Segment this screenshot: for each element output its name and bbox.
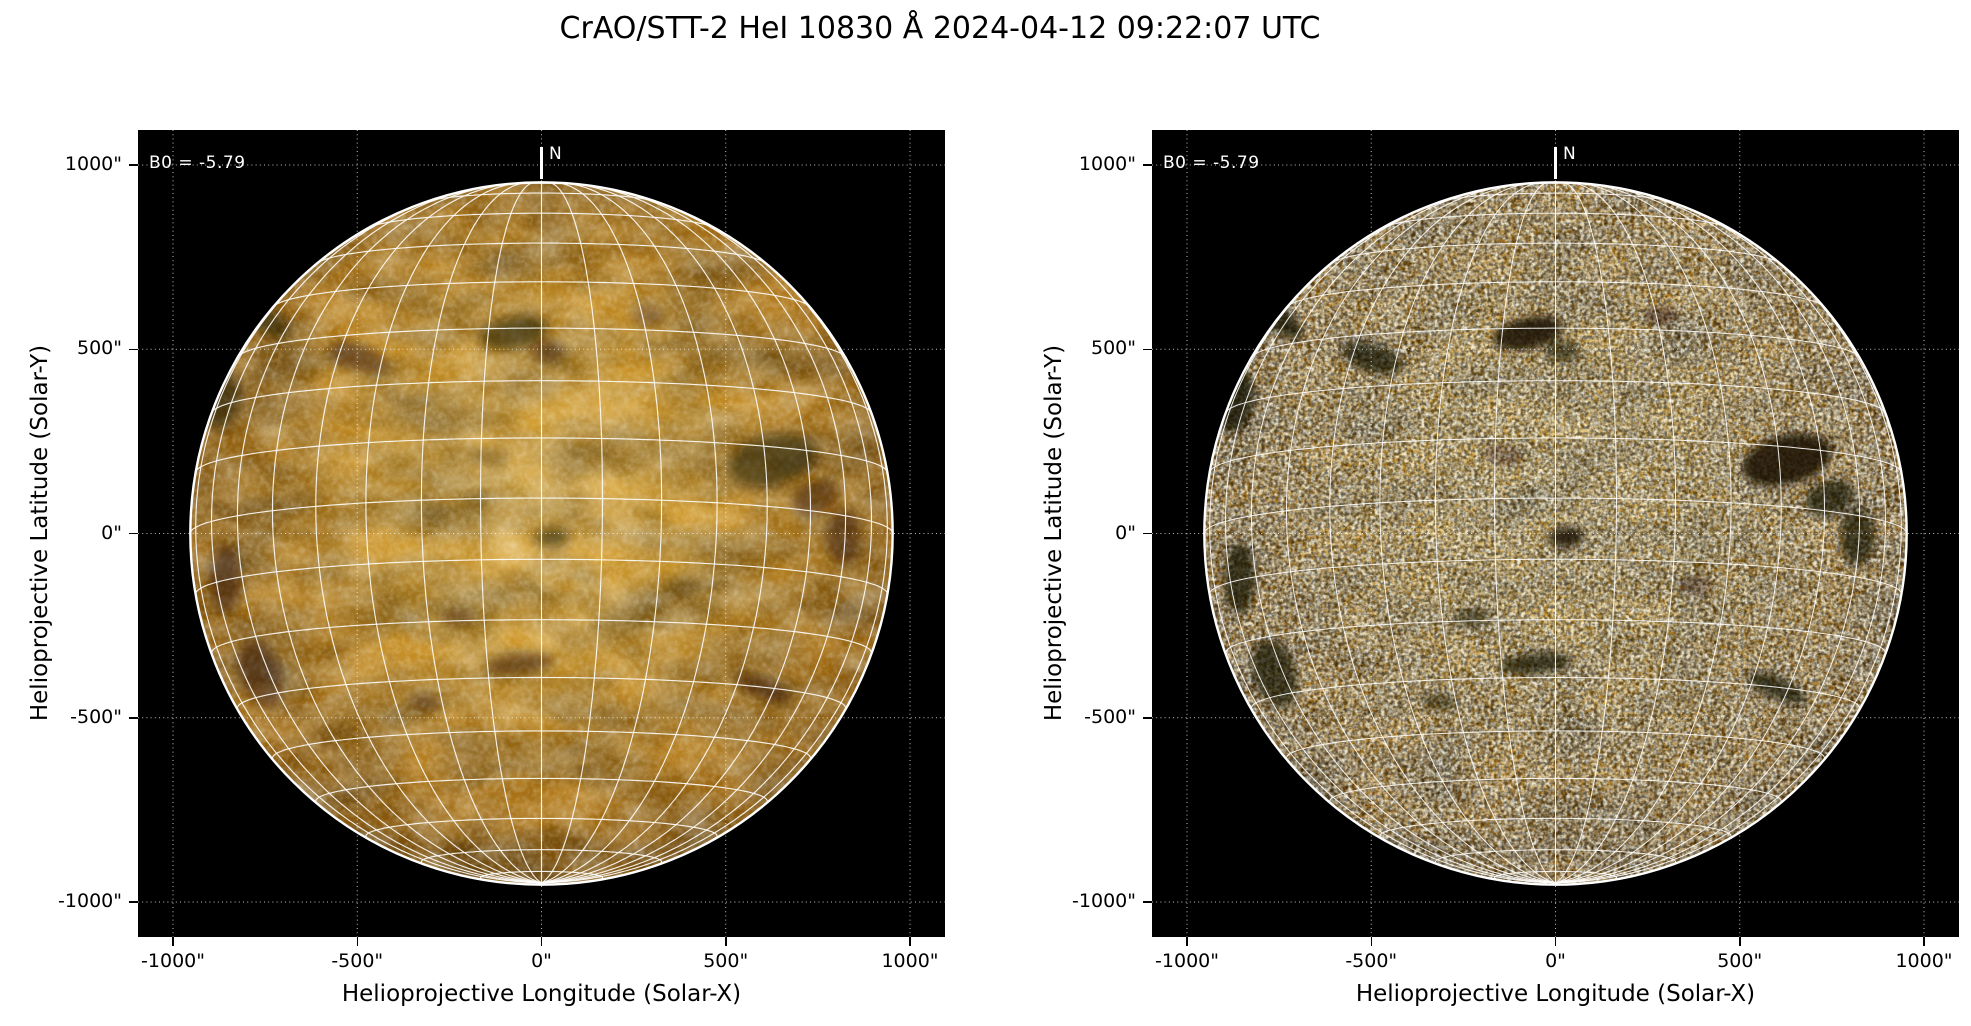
- plot-area-right: B0 = -5.79 N: [1152, 130, 1959, 937]
- y-tick-label: 1000": [64, 153, 122, 175]
- x-axis-label: Helioprojective Longitude (Solar-X): [341, 981, 742, 1007]
- x-tickmark: [1738, 937, 1741, 946]
- x-tickmark: [172, 937, 174, 946]
- y-tickmark: [129, 716, 138, 719]
- panel-left: B0 = -5.79 N Helioprojective Latitude (S…: [27, 130, 945, 1007]
- y-tick-label: -500": [70, 705, 122, 728]
- x-tick-label: -1000": [141, 950, 205, 972]
- x-tick-label: -1000": [1155, 950, 1219, 972]
- x-tick-label: -500": [1345, 950, 1398, 972]
- y-tick-label: -1000": [1072, 889, 1136, 912]
- dotted-gridlines: [1152, 130, 1959, 937]
- y-tickmark: [1143, 348, 1152, 351]
- x-tickmark: [1186, 937, 1188, 946]
- x-tick-label: -500": [331, 950, 384, 972]
- x-tickmark: [1923, 937, 1925, 946]
- x-tickmark: [1554, 937, 1557, 946]
- y-tick-label: 0": [1115, 521, 1136, 544]
- y-tickmark: [1143, 901, 1152, 903]
- x-tickmark: [356, 937, 359, 946]
- x-tickmark: [1370, 937, 1373, 946]
- panel-right: B0 = -5.79 N Helioprojective Latitude (S…: [1041, 130, 1959, 1007]
- dotted-gridlines: [138, 130, 945, 937]
- solar-disk-image-right: [1152, 130, 1959, 937]
- y-tick-label: 500": [1090, 337, 1136, 360]
- solar-limb: [189, 181, 894, 886]
- y-tickmark: [129, 164, 138, 166]
- x-tickmark: [540, 937, 543, 946]
- y-tickmark: [129, 532, 138, 535]
- x-tick-label: 1000": [1895, 950, 1953, 972]
- dark-features: [1217, 292, 1876, 712]
- north-tick: [540, 147, 543, 179]
- x-tick-label: 0": [1545, 950, 1566, 972]
- y-tickmark: [1143, 716, 1152, 719]
- x-tick-label: 500": [703, 950, 749, 972]
- north-label: N: [549, 144, 562, 164]
- x-tick-label: 1000": [881, 950, 939, 972]
- b0-annotation: B0 = -5.79: [1163, 153, 1260, 173]
- figure-title: CrAO/STT-2 HeI 10830 Å 2024-04-12 09:22:…: [559, 11, 1321, 46]
- y-tick-label: 500": [76, 337, 122, 360]
- north-label: N: [1563, 144, 1576, 164]
- y-tick-label: -500": [1084, 705, 1136, 728]
- y-tick-label: 1000": [1078, 153, 1136, 175]
- dark-features: [203, 292, 862, 712]
- y-tick-label: -1000": [58, 889, 122, 912]
- north-tick: [1554, 147, 1557, 179]
- solar-disk-image-left: [138, 130, 945, 937]
- b0-annotation: B0 = -5.79: [149, 153, 246, 173]
- x-tick-label: 500": [1717, 950, 1763, 972]
- y-tickmark: [129, 901, 138, 903]
- y-tick-label: 0": [101, 521, 122, 544]
- solar-limb: [1203, 181, 1908, 886]
- x-axis-label: Helioprojective Longitude (Solar-X): [1355, 981, 1756, 1007]
- x-tickmark: [909, 937, 911, 946]
- y-tickmark: [1143, 164, 1152, 166]
- x-tickmark: [724, 937, 727, 946]
- x-tick-label: 0": [531, 950, 552, 972]
- plot-area-left: B0 = -5.79 N: [138, 130, 945, 937]
- y-tickmark: [1143, 532, 1152, 535]
- y-tickmark: [129, 348, 138, 351]
